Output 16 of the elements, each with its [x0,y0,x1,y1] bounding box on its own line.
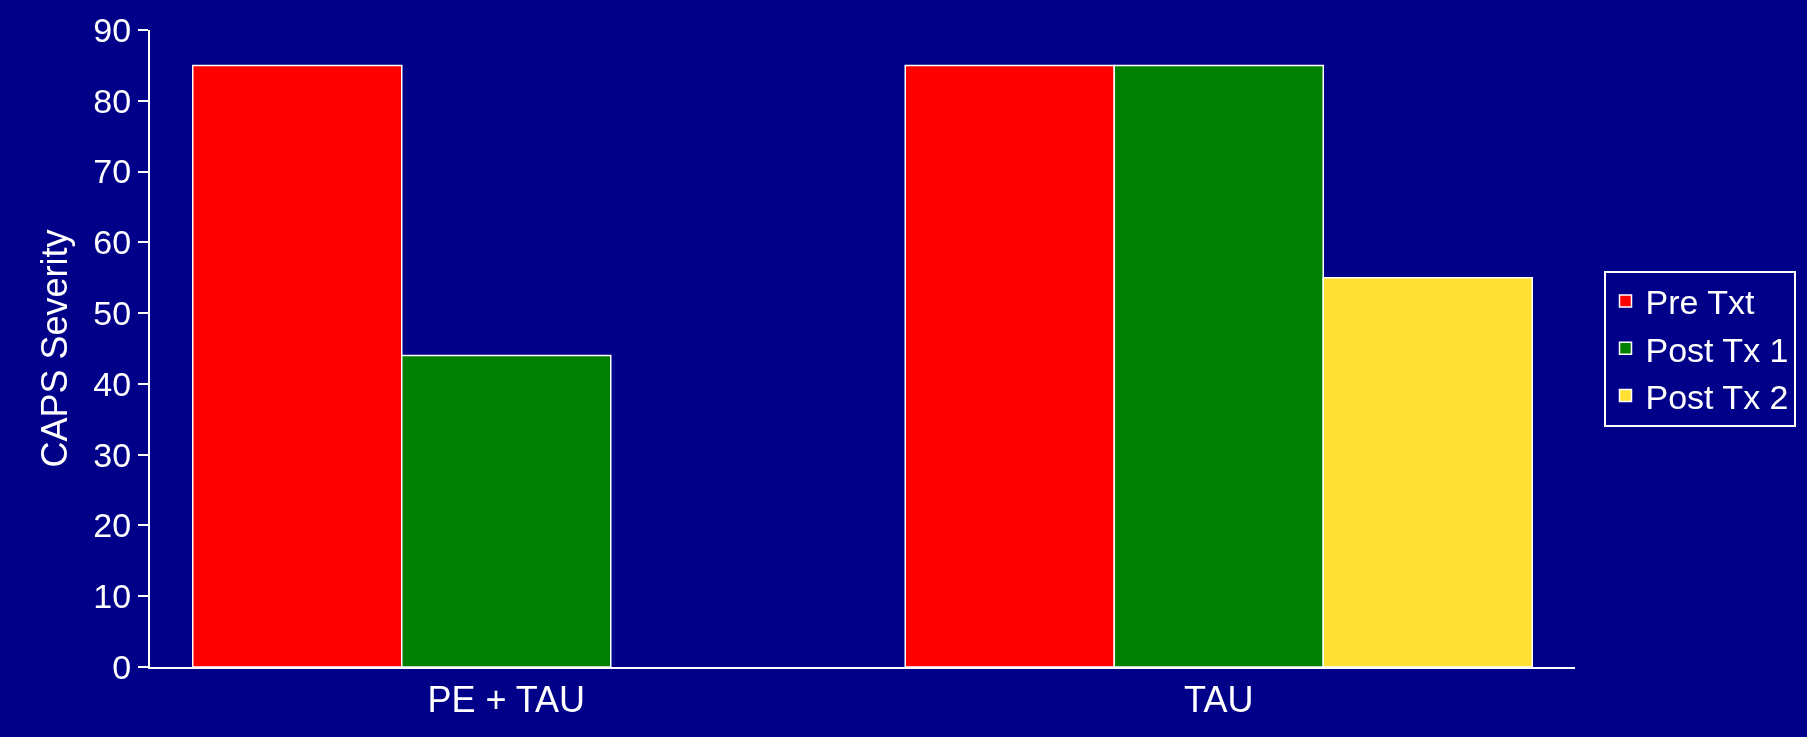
y-tick-label: 70 [93,152,132,191]
y-tick-label: 50 [93,294,132,333]
legend-label: Pre Txt [1645,283,1756,322]
y-axis-title: CAPS Severity [34,229,75,468]
y-tick-label: 20 [93,506,132,545]
x-tick-label: PE + TAU [427,679,586,721]
y-tick-label: 90 [93,10,132,49]
y-tick-label: 80 [93,81,132,120]
y-tick-label: 10 [93,577,132,616]
y-tick-label: 60 [93,223,132,262]
legend-label: Post Tx 2 [1645,377,1789,416]
x-tick-label: TAU [1184,679,1254,721]
y-tick-label: 40 [93,364,132,403]
y-tick-label: 30 [93,435,132,474]
legend-label: Post Tx 1 [1645,330,1789,369]
y-tick-label: 0 [112,647,132,686]
